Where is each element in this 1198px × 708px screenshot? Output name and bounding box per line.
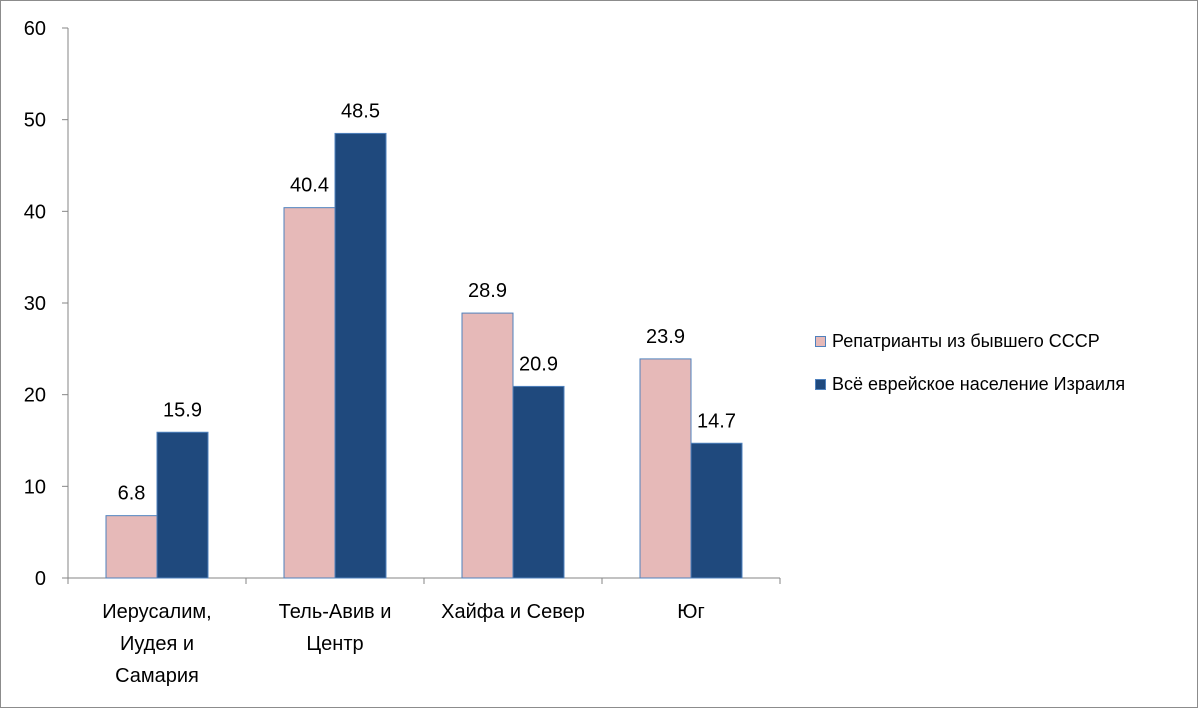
data-label: 15.9: [163, 399, 202, 421]
bar-series-2-1: [156, 431, 209, 579]
bar-series-2-2: [334, 132, 387, 579]
legend: Репатрианты из бывшего СССР Всё еврейско…: [815, 326, 1125, 412]
legend-item-series-2: Всё еврейское население Израиля: [815, 369, 1125, 399]
y-tick-label: 0: [35, 568, 46, 590]
category-label: Хайфа и Север: [441, 601, 585, 623]
data-label: 20.9: [519, 353, 558, 375]
y-tick-label: 60: [24, 18, 46, 40]
data-label: 28.9: [468, 280, 507, 302]
bar-series-2-3: [512, 385, 565, 579]
category-label: Иерусалим, Иудея и Самария: [102, 601, 211, 687]
legend-item-series-1: Репатрианты из бывшего СССР: [815, 326, 1125, 356]
legend-swatch-series-2: [815, 378, 826, 390]
bar-series-1-3: [461, 312, 514, 579]
bars-layer: [105, 132, 743, 579]
y-tick-label: 30: [24, 293, 46, 315]
bar-series-1-1: [105, 515, 158, 579]
labels-layer: 6.8 15.9 Иерусалим, Иудея и Самария 40.4 48.5 Т…: [102, 100, 736, 687]
y-tick-label: 20: [24, 385, 46, 407]
bar-series-1-2: [283, 207, 336, 579]
y-tick-label: 50: [24, 110, 46, 132]
data-label: 6.8: [118, 483, 146, 505]
category-label: Тель-Авив и Центр: [279, 601, 392, 655]
y-tick-label: 10: [24, 476, 46, 498]
data-label: 23.9: [646, 326, 685, 348]
data-label: 40.4: [290, 175, 329, 197]
y-tick-label: 40: [24, 201, 46, 223]
legend-label-series-1: Репатрианты из бывшего СССР: [832, 330, 1100, 351]
category-label: Юг: [677, 601, 705, 623]
legend-label-series-2: Всё еврейское население Израиля: [832, 373, 1126, 394]
data-label: 48.5: [341, 100, 380, 122]
data-label: 14.7: [697, 410, 736, 432]
bar-series-2-4: [690, 442, 743, 579]
bar-series-1-4: [639, 358, 692, 579]
legend-swatch-series-1: [815, 335, 826, 347]
